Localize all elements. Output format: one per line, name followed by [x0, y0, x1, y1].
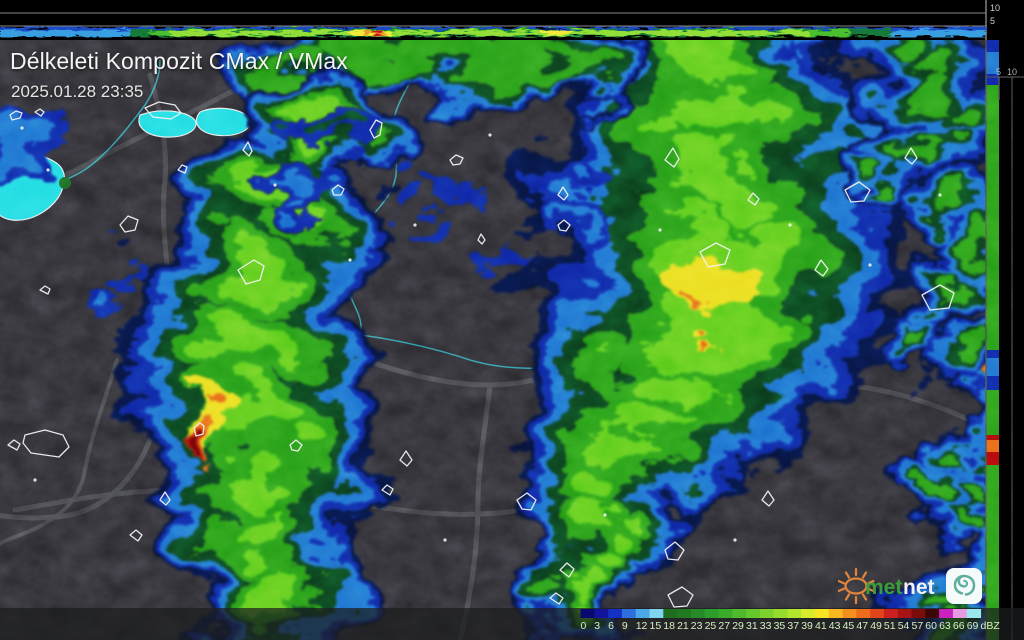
- svg-text:51: 51: [884, 620, 896, 632]
- svg-text:9: 9: [622, 620, 628, 632]
- svg-text:27: 27: [718, 620, 730, 632]
- svg-text:3: 3: [594, 620, 600, 632]
- svg-text:66: 66: [953, 620, 965, 632]
- svg-text:35: 35: [774, 620, 786, 632]
- svg-text:37: 37: [787, 620, 799, 632]
- svg-text:69: 69: [967, 620, 979, 632]
- svg-text:12: 12: [636, 620, 648, 632]
- svg-text:43: 43: [829, 620, 841, 632]
- svg-text:54: 54: [898, 620, 910, 632]
- svg-text:31: 31: [746, 620, 758, 632]
- svg-text:18: 18: [663, 620, 675, 632]
- svg-text:25: 25: [705, 620, 717, 632]
- svg-text:0: 0: [581, 620, 587, 632]
- svg-text:47: 47: [856, 620, 868, 632]
- svg-text:29: 29: [732, 620, 744, 632]
- svg-text:21: 21: [677, 620, 689, 632]
- svg-text:23: 23: [691, 620, 703, 632]
- svg-text:41: 41: [815, 620, 827, 632]
- svg-text:39: 39: [801, 620, 813, 632]
- svg-text:5: 5: [990, 16, 995, 26]
- svg-text:60: 60: [925, 620, 937, 632]
- svg-text:dBZ: dBZ: [981, 620, 1001, 632]
- svg-text:57: 57: [912, 620, 924, 632]
- svg-text:63: 63: [939, 620, 951, 632]
- svg-text:6: 6: [608, 620, 614, 632]
- svg-text:net: net: [903, 576, 935, 599]
- svg-text:15: 15: [650, 620, 662, 632]
- svg-text:met: met: [865, 576, 902, 599]
- svg-text:45: 45: [843, 620, 855, 632]
- svg-text:49: 49: [870, 620, 882, 632]
- svg-text:33: 33: [760, 620, 772, 632]
- svg-text:10: 10: [990, 3, 1000, 13]
